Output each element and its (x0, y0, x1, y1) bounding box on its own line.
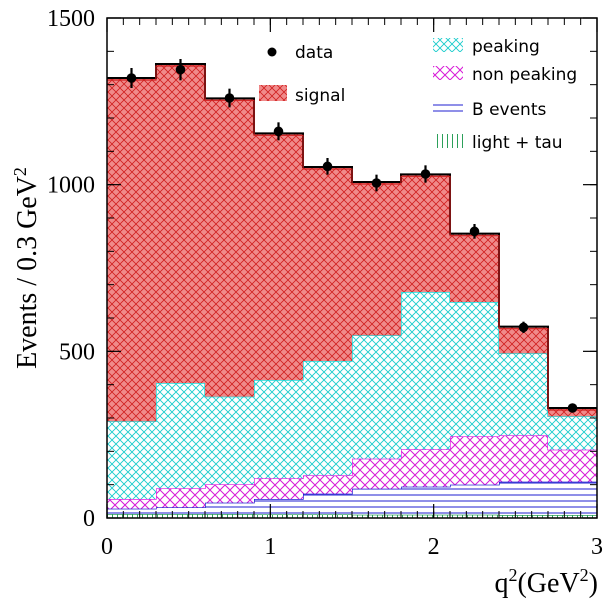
legend-data-marker (267, 47, 277, 57)
bar-b-events-7 (450, 484, 499, 515)
bar-signal-7 (450, 233, 499, 302)
legend-label-data: data (295, 43, 333, 63)
legend-label-light-tau: light + tau (472, 133, 563, 153)
series-peaking (107, 291, 597, 499)
legend-swatch-light-tau (433, 134, 463, 148)
bar-signal-2 (205, 98, 254, 397)
data-point-4 (322, 161, 333, 172)
bar-light-tau-1 (156, 514, 205, 518)
bar-signal-3 (254, 133, 303, 380)
bar-light-tau-3 (254, 514, 303, 518)
bar-light-tau-4 (303, 514, 352, 518)
plot-area (107, 63, 597, 518)
bar-non-peaking-9 (548, 449, 597, 482)
data-point-0 (126, 73, 137, 83)
y-axis-label: Events / 0.3 GeV2 (10, 167, 43, 369)
legend-item-b-events: B events (433, 100, 546, 120)
series-signal (107, 63, 597, 422)
series-b-events (107, 480, 597, 515)
bar-signal-5 (352, 182, 401, 336)
data-points (126, 59, 578, 413)
legend-item-peaking: peaking (433, 37, 540, 57)
bar-non-peaking-2 (205, 484, 254, 503)
bar-light-tau-7 (450, 514, 499, 518)
y-tick-label-1: 500 (59, 339, 95, 365)
bar-light-tau-5 (352, 514, 401, 518)
legend-item-signal: signal (259, 85, 345, 106)
legend: data signal peaking non peaking B events… (259, 37, 577, 153)
bar-peaking-3 (254, 380, 303, 479)
bar-b-events-8 (499, 481, 548, 515)
bar-peaking-6 (401, 292, 450, 450)
legend-label-b-events: B events (472, 100, 546, 120)
bar-peaking-7 (450, 302, 499, 437)
y-tick-label-2: 1000 (47, 173, 95, 199)
bar-non-peaking-6 (401, 449, 450, 487)
legend-label-signal: signal (295, 86, 345, 106)
data-point-6 (420, 169, 431, 179)
bar-signal-1 (156, 64, 205, 383)
data-point-5 (371, 178, 382, 188)
bar-b-events-1 (156, 507, 205, 514)
bar-non-peaking-4 (303, 475, 352, 494)
bar-signal-6 (401, 174, 450, 292)
x-tick-label-0: 0 (101, 534, 113, 560)
x-tick-label-1: 1 (264, 534, 276, 560)
bar-non-peaking-8 (499, 435, 548, 482)
y-tick-label-3: 1500 (47, 6, 95, 32)
axis-ticks: 0 1 2 3 0 500 1000 1500 (47, 6, 603, 560)
bar-light-tau-9 (548, 515, 597, 518)
bar-peaking-5 (352, 335, 401, 459)
bar-peaking-1 (156, 383, 205, 489)
bar-light-tau-6 (401, 514, 450, 518)
x-tick-label-3: 3 (591, 534, 603, 560)
bar-light-tau-8 (499, 515, 548, 518)
bar-non-peaking-5 (352, 458, 401, 489)
bar-non-peaking-1 (156, 488, 205, 508)
legend-item-data: data (267, 43, 333, 63)
bar-b-events-5 (352, 488, 401, 515)
bar-b-events-3 (254, 499, 303, 515)
bar-b-events-9 (548, 481, 597, 515)
x-tick-label-2: 2 (428, 534, 440, 560)
bar-peaking-8 (499, 353, 548, 436)
legend-swatch-peaking (433, 38, 463, 52)
data-point-2 (224, 93, 235, 103)
data-point-7 (469, 226, 480, 237)
outline-signal-inner (107, 65, 597, 411)
legend-item-non-peaking: non peaking (433, 65, 577, 85)
legend-swatch-non-peaking (433, 66, 463, 80)
data-point-1 (175, 64, 186, 75)
legend-swatch-signal (259, 85, 287, 101)
legend-label-non-peaking: non peaking (472, 65, 577, 85)
bar-peaking-9 (548, 416, 597, 450)
x-axis-label: q2(GeV2) (494, 565, 598, 599)
bar-signal-0 (107, 78, 156, 422)
data-point-9 (567, 403, 578, 413)
bar-peaking-2 (205, 396, 254, 485)
data-point-3 (273, 126, 284, 137)
data-point-8 (518, 322, 529, 333)
y-tick-label-0: 0 (83, 506, 95, 532)
bar-peaking-4 (303, 361, 352, 476)
legend-item-light-tau: light + tau (433, 133, 563, 153)
bar-non-peaking-0 (107, 499, 156, 509)
legend-swatch-b-events (433, 101, 463, 113)
bar-b-events-0 (107, 508, 156, 514)
bar-b-events-6 (401, 486, 450, 515)
bar-light-tau-2 (205, 514, 254, 518)
bar-non-peaking-7 (450, 436, 499, 485)
bar-signal-4 (303, 167, 352, 361)
bar-light-tau-0 (107, 514, 156, 518)
bar-non-peaking-3 (254, 478, 303, 499)
bar-b-events-4 (303, 493, 352, 515)
bar-peaking-0 (107, 421, 156, 499)
bar-b-events-2 (205, 502, 254, 514)
legend-label-peaking: peaking (472, 37, 540, 57)
